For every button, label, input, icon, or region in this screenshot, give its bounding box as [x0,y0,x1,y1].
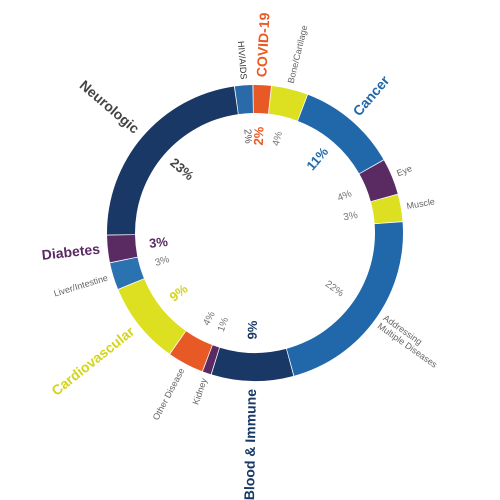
value-label-other-disease: 4% [201,310,218,328]
value-label-blood-immune: 9% [245,320,260,339]
category-label-diabetes: Diabetes [41,241,101,263]
category-label-other-disease: Other Disease [151,366,187,421]
segment-eye [359,160,398,202]
category-label-kidney: Kidney [191,376,210,406]
segment-covid-19 [253,85,272,114]
category-label-eye: Eye [395,163,413,178]
category-label-neurologic: Neurologic [77,77,143,137]
value-label-cancer: 11% [303,144,331,173]
segment-other-disease [170,331,213,372]
value-label-addressing-multiple-diseases: 22% [323,279,346,300]
category-label-hiv-aids: HIV/AIDS [236,41,249,80]
segment-addressing-multiple-diseases [286,222,403,376]
segment-diabetes [107,235,138,263]
segment-neurologic [107,86,238,235]
category-label-blood-immune: Blood & Immune [241,389,259,500]
value-label-bone-cartilage: 4% [271,130,285,147]
value-label-liver-intestine: 3% [154,254,171,269]
value-label-neurologic: 23% [167,155,197,184]
value-label-cardiovascular: 9% [167,281,191,305]
category-label-muscle: Muscle [406,196,436,211]
category-label-bone-cartilage: Bone/Cartilage [286,24,310,84]
segment-cancer [297,94,384,174]
segment-liver-intestine [110,257,144,289]
category-label-cardiovascular: Cardiovascular [48,323,137,399]
segment-blood-immune [211,347,294,381]
segment-hiv-aids [234,85,253,115]
value-label-covid-19: 2% [251,126,267,146]
category-label-addressing-multiple-diseases: AddressingMultiple Diseases [375,313,445,370]
segment-kidney [202,345,220,375]
value-label-kidney: 1% [216,316,231,333]
value-label-diabetes: 3% [148,234,169,251]
value-label-hiv-aids: 2% [241,129,253,144]
segment-cardiovascular [118,279,186,354]
segment-muscle [370,194,403,224]
value-label-eye: 4% [336,188,354,204]
segment-bone-cartilage [268,85,308,121]
category-label-liver-intestine: Liver/Intestine [53,273,110,299]
category-label-covid-19: COVID-19 [253,12,272,77]
category-label-cancer: Cancer [349,72,392,119]
value-label-muscle: 3% [343,210,359,223]
